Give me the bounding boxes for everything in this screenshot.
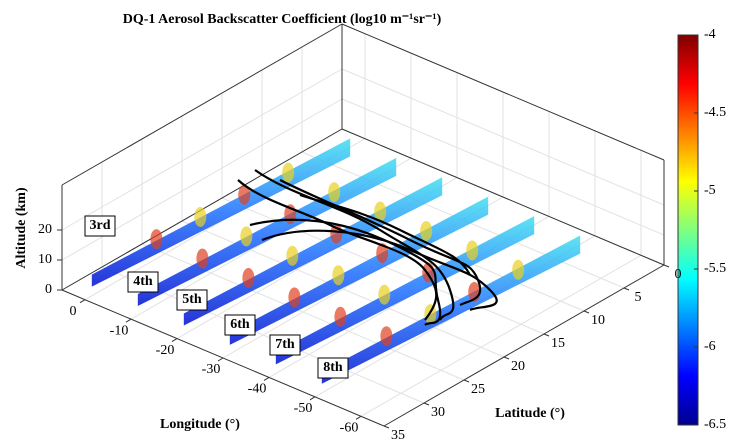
axis-line xyxy=(384,265,664,426)
tick-mark xyxy=(424,403,429,405)
tick-mark xyxy=(544,334,549,336)
page: {"chart_data":{ "type":"curtain3d", "tit… xyxy=(0,0,732,443)
z-axis-label: Altitude (km) xyxy=(14,187,29,269)
tick-mark xyxy=(624,288,629,290)
orbit-label: 7th xyxy=(275,337,295,352)
y-tick-label: 5 xyxy=(635,290,642,305)
z-tick-label: 0 xyxy=(45,282,52,297)
x-tick-label: -40 xyxy=(248,382,267,397)
aerosol-layer xyxy=(466,240,478,260)
chart: DQ-1 Aerosol Backscatter Coefficient (lo… xyxy=(0,0,732,443)
aerosol-layer xyxy=(512,260,524,280)
tick-mark xyxy=(172,339,177,342)
aerosol-layer xyxy=(420,221,432,241)
colorbar-tick-label: -5 xyxy=(704,183,716,198)
tick-mark xyxy=(80,300,85,303)
aerosol-layer xyxy=(328,182,340,202)
x-tick-label: -50 xyxy=(294,401,313,416)
colorbar-tick-label: -6.5 xyxy=(704,417,726,432)
y-tick-label: 0 xyxy=(675,267,682,282)
chart-title: DQ-1 Aerosol Backscatter Coefficient (lo… xyxy=(123,12,442,27)
tick-mark xyxy=(664,265,669,267)
axis-line xyxy=(62,24,342,185)
aerosol-layer xyxy=(286,246,298,266)
colorbar-scale xyxy=(678,35,698,425)
orbit-label: 3rd xyxy=(90,218,111,233)
tick-mark xyxy=(264,377,269,380)
colorbar-tick-label: -5.5 xyxy=(704,261,726,276)
aerosol-layer xyxy=(378,285,390,305)
aerosol-layer xyxy=(240,226,252,246)
aerosol-layer xyxy=(380,326,392,346)
tick-mark xyxy=(310,397,315,400)
y-axis-label: Latitude (°) xyxy=(495,406,565,421)
orbit-label: 5th xyxy=(182,292,202,307)
tick-mark xyxy=(218,358,223,361)
colorbar-tick-label: -4.5 xyxy=(704,105,726,120)
aerosol-layer xyxy=(242,268,254,288)
x-tick-label: -20 xyxy=(156,343,175,358)
tick-mark xyxy=(384,426,389,428)
y-tick-label: 20 xyxy=(511,359,525,374)
orbit-label: 4th xyxy=(133,274,153,289)
aerosol-layer xyxy=(282,163,294,183)
tick-mark xyxy=(504,357,509,359)
x-tick-label: 0 xyxy=(70,304,77,319)
aerosol-layer xyxy=(332,265,344,285)
x-tick-label: -60 xyxy=(340,421,359,436)
y-tick-label: 25 xyxy=(471,382,485,397)
y-tick-label: 35 xyxy=(391,428,405,443)
colorbar: -4 -4.5 -5 -5.5 -6 -6.5 xyxy=(678,27,726,432)
aerosol-layer xyxy=(194,207,206,227)
tick-mark xyxy=(584,311,589,313)
grid-line xyxy=(62,69,342,230)
tick-mark xyxy=(126,319,131,322)
z-tick-label: 20 xyxy=(38,222,52,237)
colorbar-tick-label: -4 xyxy=(704,27,716,42)
aerosol-layer xyxy=(334,307,346,327)
y-tick-label: 15 xyxy=(551,336,565,351)
colorbar-tick-label: -6 xyxy=(704,339,716,354)
y-tick-label: 10 xyxy=(591,313,605,328)
aerosol-layer xyxy=(196,249,208,269)
aerosol-layer xyxy=(150,229,162,249)
orbit-label: 8th xyxy=(323,360,343,375)
z-tick-label: 10 xyxy=(38,252,52,267)
tick-mark xyxy=(356,416,361,419)
orbit-label: 6th xyxy=(230,317,250,332)
x-tick-label: -10 xyxy=(110,323,129,338)
x-tick-label: -30 xyxy=(202,362,221,377)
y-tick-label: 30 xyxy=(431,405,445,420)
tick-mark xyxy=(464,380,469,382)
x-axis-label: Longitude (°) xyxy=(160,417,240,432)
aerosol-layer xyxy=(288,287,300,307)
